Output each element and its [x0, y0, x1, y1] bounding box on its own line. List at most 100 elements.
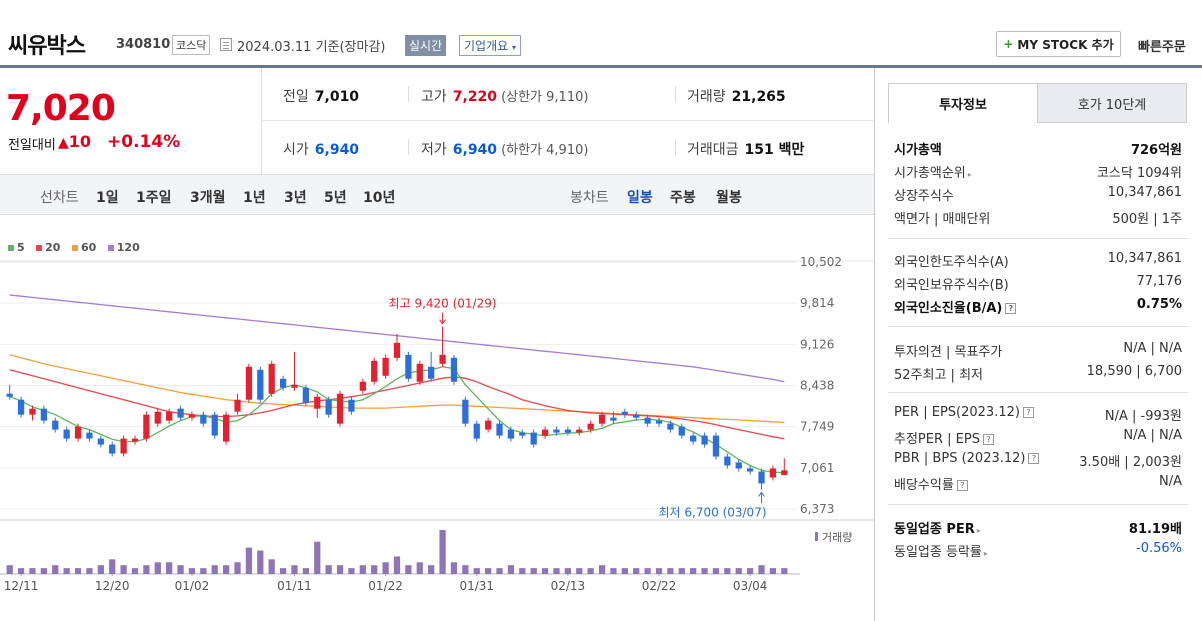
info-key: 배당수익률? — [894, 474, 968, 493]
candle-body — [314, 396, 321, 409]
plus-icon: + — [1003, 37, 1014, 51]
help-icon[interactable]: ? — [1028, 453, 1040, 464]
stock-chart[interactable]: 5 20 60 120 10,502 9,814 9,126 8,438 7,749 7,… — [0, 215, 874, 621]
legend-ma20: 20 — [36, 241, 60, 254]
realtime-button[interactable]: 실시간 — [405, 35, 447, 56]
info-key: 외국인한도주식수(A) — [894, 251, 1009, 270]
divider — [888, 392, 1188, 393]
low-price: 저가 6,940 (하한가 4,910) — [421, 139, 588, 159]
info-value: 10,347,861 — [1107, 251, 1182, 266]
candle-body — [496, 423, 503, 436]
price-box: 7,020 전일대비 ▲10 +0.14% — [0, 68, 262, 174]
volume-bar — [576, 568, 583, 574]
y-tick-label: 10,502 — [800, 255, 842, 269]
volume-bar — [496, 568, 503, 574]
quote-row: 시가 6,940 저가 6,940 (하한가 4,910) 거래대금 151 백만 — [263, 121, 874, 174]
my-stock-add-button[interactable]: + MY STOCK 추가 — [996, 31, 1121, 57]
info-key: PER | EPS(2023.12)? — [894, 405, 1034, 420]
chevron-right-icon[interactable]: ▸ — [967, 170, 972, 179]
candle-body — [746, 468, 754, 472]
candle-body — [40, 408, 48, 421]
volume-bar — [633, 568, 640, 574]
help-icon[interactable]: ? — [982, 434, 994, 445]
market-badge: 코스닥 — [172, 35, 211, 55]
volume-label: 거래량 — [687, 89, 726, 105]
volume-bar — [6, 565, 13, 574]
divider — [408, 86, 409, 102]
candle-body — [29, 408, 36, 415]
volume-bar — [371, 565, 378, 574]
prev-close-value: 7,010 — [314, 89, 360, 105]
volume-bar — [40, 568, 48, 574]
open-value: 6,940 — [314, 142, 360, 158]
info-key: 시가총액순위 ▸ — [894, 162, 972, 181]
quick-order-button[interactable]: 빠른주문 — [1138, 40, 1186, 55]
candle-body — [553, 429, 560, 433]
period-1d[interactable]: 1일 — [96, 190, 119, 206]
candle-body — [758, 471, 765, 484]
candle-weekly[interactable]: 주봉 — [670, 190, 696, 206]
volume-bar — [200, 568, 207, 574]
info-key: 시가총액 — [894, 139, 942, 158]
period-1y[interactable]: 1년 — [243, 190, 266, 206]
volume-bar — [359, 565, 366, 574]
volume-bar — [177, 565, 184, 574]
tab-investment-info[interactable]: 투자정보 — [888, 83, 1038, 123]
volume-bar — [143, 565, 150, 574]
candle-body — [6, 393, 13, 397]
company-overview-button[interactable]: 기업개요 ▾ — [459, 35, 522, 56]
candle-body — [416, 363, 423, 382]
help-icon[interactable]: ? — [1005, 303, 1017, 314]
chevron-right-icon[interactable]: ▸ — [983, 549, 988, 558]
volume-bar — [348, 568, 355, 574]
info-value: 81.19배 — [1128, 522, 1182, 537]
volume-bar — [781, 568, 788, 574]
help-icon[interactable]: ? — [1022, 407, 1034, 418]
stock-code: 340810 — [116, 37, 171, 52]
volume-bar — [29, 568, 36, 574]
period-5y[interactable]: 5년 — [324, 190, 347, 206]
period-3y[interactable]: 3년 — [284, 190, 307, 206]
trade-amount: 거래대금 151 백만 — [687, 139, 804, 159]
info-key-text: 시가총액순위 — [894, 166, 966, 181]
investment-info-panel: 호가 10단계 투자정보 시가총액 726억원 시가총액순위 ▸ 코스닥 1094위 상장… — [874, 68, 1202, 621]
volume-bar — [211, 565, 218, 574]
info-section-sector: 동일업종 PER ▸ 81.19배 동일업종 등락률 ▸ -0.56% — [888, 515, 1188, 561]
period-1w[interactable]: 1주일 — [136, 190, 172, 206]
candle-body — [781, 470, 788, 476]
candle-body — [188, 414, 196, 418]
volume-bar — [678, 568, 685, 574]
info-value: N/A | -993원 — [1104, 409, 1182, 424]
info-key-text: 시가총액 — [894, 143, 942, 158]
chevron-right-icon[interactable]: ▸ — [976, 526, 981, 535]
period-10y[interactable]: 10년 — [363, 190, 396, 206]
diff-label: 전일대비 — [8, 138, 56, 153]
candle-body — [291, 384, 298, 388]
info-row: 외국인소진율(B/A)? 0.75% — [888, 294, 1188, 317]
tab-order-book[interactable]: 호가 10단계 — [1037, 83, 1187, 123]
candle-body — [735, 462, 742, 469]
legend-ma60: 60 — [71, 241, 96, 254]
candle-monthly[interactable]: 월봉 — [716, 190, 742, 206]
info-row: 동일업종 PER ▸ 81.19배 — [888, 515, 1188, 538]
low-annotation: 최저 6,700 (03/07) — [659, 505, 767, 519]
candle-body — [701, 435, 708, 445]
volume-bar — [507, 565, 515, 574]
candle-body — [97, 438, 104, 445]
info-section-market-cap: 시가총액 726억원 시가총액순위 ▸ 코스닥 1094위 상장주식수 10,347,861… — [888, 136, 1188, 228]
info-row: PBR | BPS (2023.12)? 3.50배 | 2,003원 — [888, 448, 1188, 471]
candle-body — [211, 414, 218, 436]
info-key-text: 외국인한도주식수(A) — [894, 255, 1009, 270]
info-row: 52주최고 | 최저 18,590 | 6,700 — [888, 361, 1188, 384]
help-icon[interactable]: ? — [956, 480, 968, 491]
period-3m[interactable]: 3개월 — [190, 190, 226, 206]
info-key-text: 상장주식수 — [894, 189, 954, 204]
volume-bar — [154, 562, 161, 574]
volume-bar — [382, 562, 389, 574]
info-value: 코스닥 1094위 — [1096, 166, 1182, 181]
volume-bar — [188, 568, 196, 574]
volume-bar — [131, 568, 139, 574]
volume-bar — [621, 568, 628, 574]
low-value: 6,940 — [452, 142, 498, 158]
candle-daily[interactable]: 일봉 — [627, 190, 653, 206]
